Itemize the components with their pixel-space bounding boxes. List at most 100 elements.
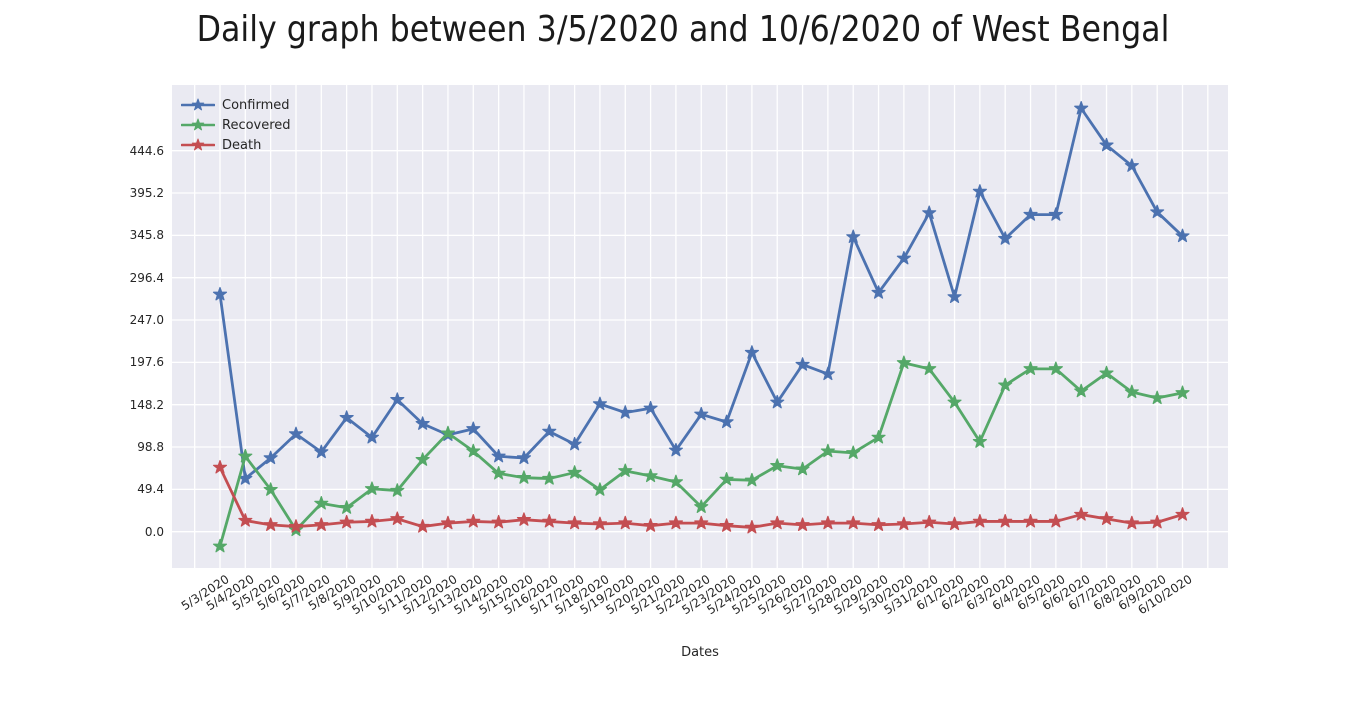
data-point-marker xyxy=(491,466,506,480)
data-point-marker xyxy=(491,514,506,529)
data-point-marker xyxy=(1099,137,1114,152)
data-point-marker xyxy=(263,517,278,531)
data-point-marker xyxy=(238,448,253,463)
data-point-marker xyxy=(668,442,683,457)
y-tick-label: 0.0 xyxy=(144,524,164,539)
legend-item-recovered: Recovered xyxy=(181,115,291,135)
data-point-marker xyxy=(390,392,405,406)
data-point-marker xyxy=(947,289,962,303)
legend-item-death: Death xyxy=(181,135,291,155)
data-point-marker xyxy=(846,229,861,244)
data-point-marker xyxy=(288,519,304,533)
data-point-marker xyxy=(592,482,608,496)
data-point-marker xyxy=(1099,511,1114,525)
data-point-marker xyxy=(516,450,532,465)
data-point-marker xyxy=(288,426,304,441)
data-point-marker xyxy=(947,394,962,409)
data-point-marker xyxy=(820,515,835,530)
data-point-marker xyxy=(212,538,228,553)
data-point-marker xyxy=(846,445,861,459)
data-point-marker xyxy=(871,517,886,531)
data-point-marker xyxy=(592,396,608,411)
y-tick-label: 98.8 xyxy=(137,440,164,455)
data-point-marker xyxy=(896,355,911,369)
series-death xyxy=(212,460,1190,534)
data-point-marker xyxy=(592,516,608,531)
data-point-marker xyxy=(795,357,810,371)
series-recovered xyxy=(212,355,1190,553)
data-point-marker xyxy=(516,470,532,484)
data-point-marker xyxy=(1175,385,1190,399)
legend-item-confirmed: Confirmed xyxy=(181,95,291,115)
data-point-marker xyxy=(1150,204,1165,219)
data-point-marker xyxy=(668,515,683,530)
data-point-marker xyxy=(795,461,810,476)
data-point-marker xyxy=(1175,507,1190,521)
y-tick-label: 49.4 xyxy=(137,482,164,497)
data-point-marker xyxy=(542,514,557,528)
data-point-marker xyxy=(339,514,354,529)
plot-background xyxy=(172,85,1228,568)
data-point-marker xyxy=(1048,207,1063,221)
data-point-marker xyxy=(364,430,380,444)
data-point-marker xyxy=(1048,514,1063,528)
data-point-marker xyxy=(1175,228,1190,243)
data-point-marker xyxy=(694,406,709,421)
y-tick-label: 197.6 xyxy=(129,355,164,370)
data-point-marker xyxy=(618,463,633,477)
chart-title: Daily graph between 3/5/2020 and 10/6/20… xyxy=(196,9,1170,50)
data-point-marker xyxy=(314,517,329,531)
data-point-marker xyxy=(466,421,481,435)
data-point-marker xyxy=(643,468,658,483)
data-point-marker xyxy=(364,481,380,495)
legend-line-star-icon xyxy=(181,118,215,131)
data-point-marker xyxy=(719,518,734,532)
legend-line-star-icon xyxy=(181,138,215,151)
data-point-marker xyxy=(567,515,582,530)
data-point-marker xyxy=(212,460,228,474)
data-point-marker xyxy=(415,519,430,533)
data-point-marker xyxy=(770,394,785,409)
data-point-marker xyxy=(1124,515,1139,530)
data-point-marker xyxy=(972,434,987,448)
x-axis-label: Dates xyxy=(681,645,719,660)
data-point-marker xyxy=(998,514,1013,528)
data-point-marker xyxy=(542,471,557,485)
data-point-marker xyxy=(440,425,456,440)
data-point-marker xyxy=(618,405,633,419)
data-point-marker xyxy=(1150,514,1165,529)
data-point-marker xyxy=(922,514,937,529)
data-point-marker xyxy=(820,443,835,458)
data-point-marker xyxy=(719,472,734,486)
data-point-marker xyxy=(998,377,1013,392)
y-tick-label: 148.2 xyxy=(129,397,164,412)
data-point-marker xyxy=(871,285,886,299)
data-point-marker xyxy=(1124,384,1139,399)
data-point-marker xyxy=(263,482,278,496)
data-point-marker xyxy=(466,443,481,458)
data-point-marker xyxy=(744,520,759,534)
data-point-marker xyxy=(567,465,582,479)
data-point-marker xyxy=(694,515,709,530)
data-point-marker xyxy=(1150,390,1165,405)
data-point-marker xyxy=(339,410,354,424)
data-point-marker xyxy=(922,205,937,220)
data-point-marker xyxy=(668,474,683,489)
data-point-marker xyxy=(364,514,380,528)
data-point-marker xyxy=(263,450,278,465)
data-point-marker xyxy=(896,516,911,531)
data-point-marker xyxy=(440,515,456,530)
data-point-marker xyxy=(744,345,759,359)
data-point-marker xyxy=(1074,100,1089,115)
data-point-marker xyxy=(516,512,532,526)
data-point-marker xyxy=(1048,361,1063,375)
data-point-marker xyxy=(567,436,582,451)
data-point-marker xyxy=(390,483,405,497)
data-point-marker xyxy=(744,472,759,487)
data-point-marker xyxy=(846,515,861,530)
data-point-marker xyxy=(415,452,430,466)
legend-label: Confirmed xyxy=(222,97,290,113)
data-point-marker xyxy=(466,514,481,528)
data-point-marker xyxy=(770,515,785,530)
